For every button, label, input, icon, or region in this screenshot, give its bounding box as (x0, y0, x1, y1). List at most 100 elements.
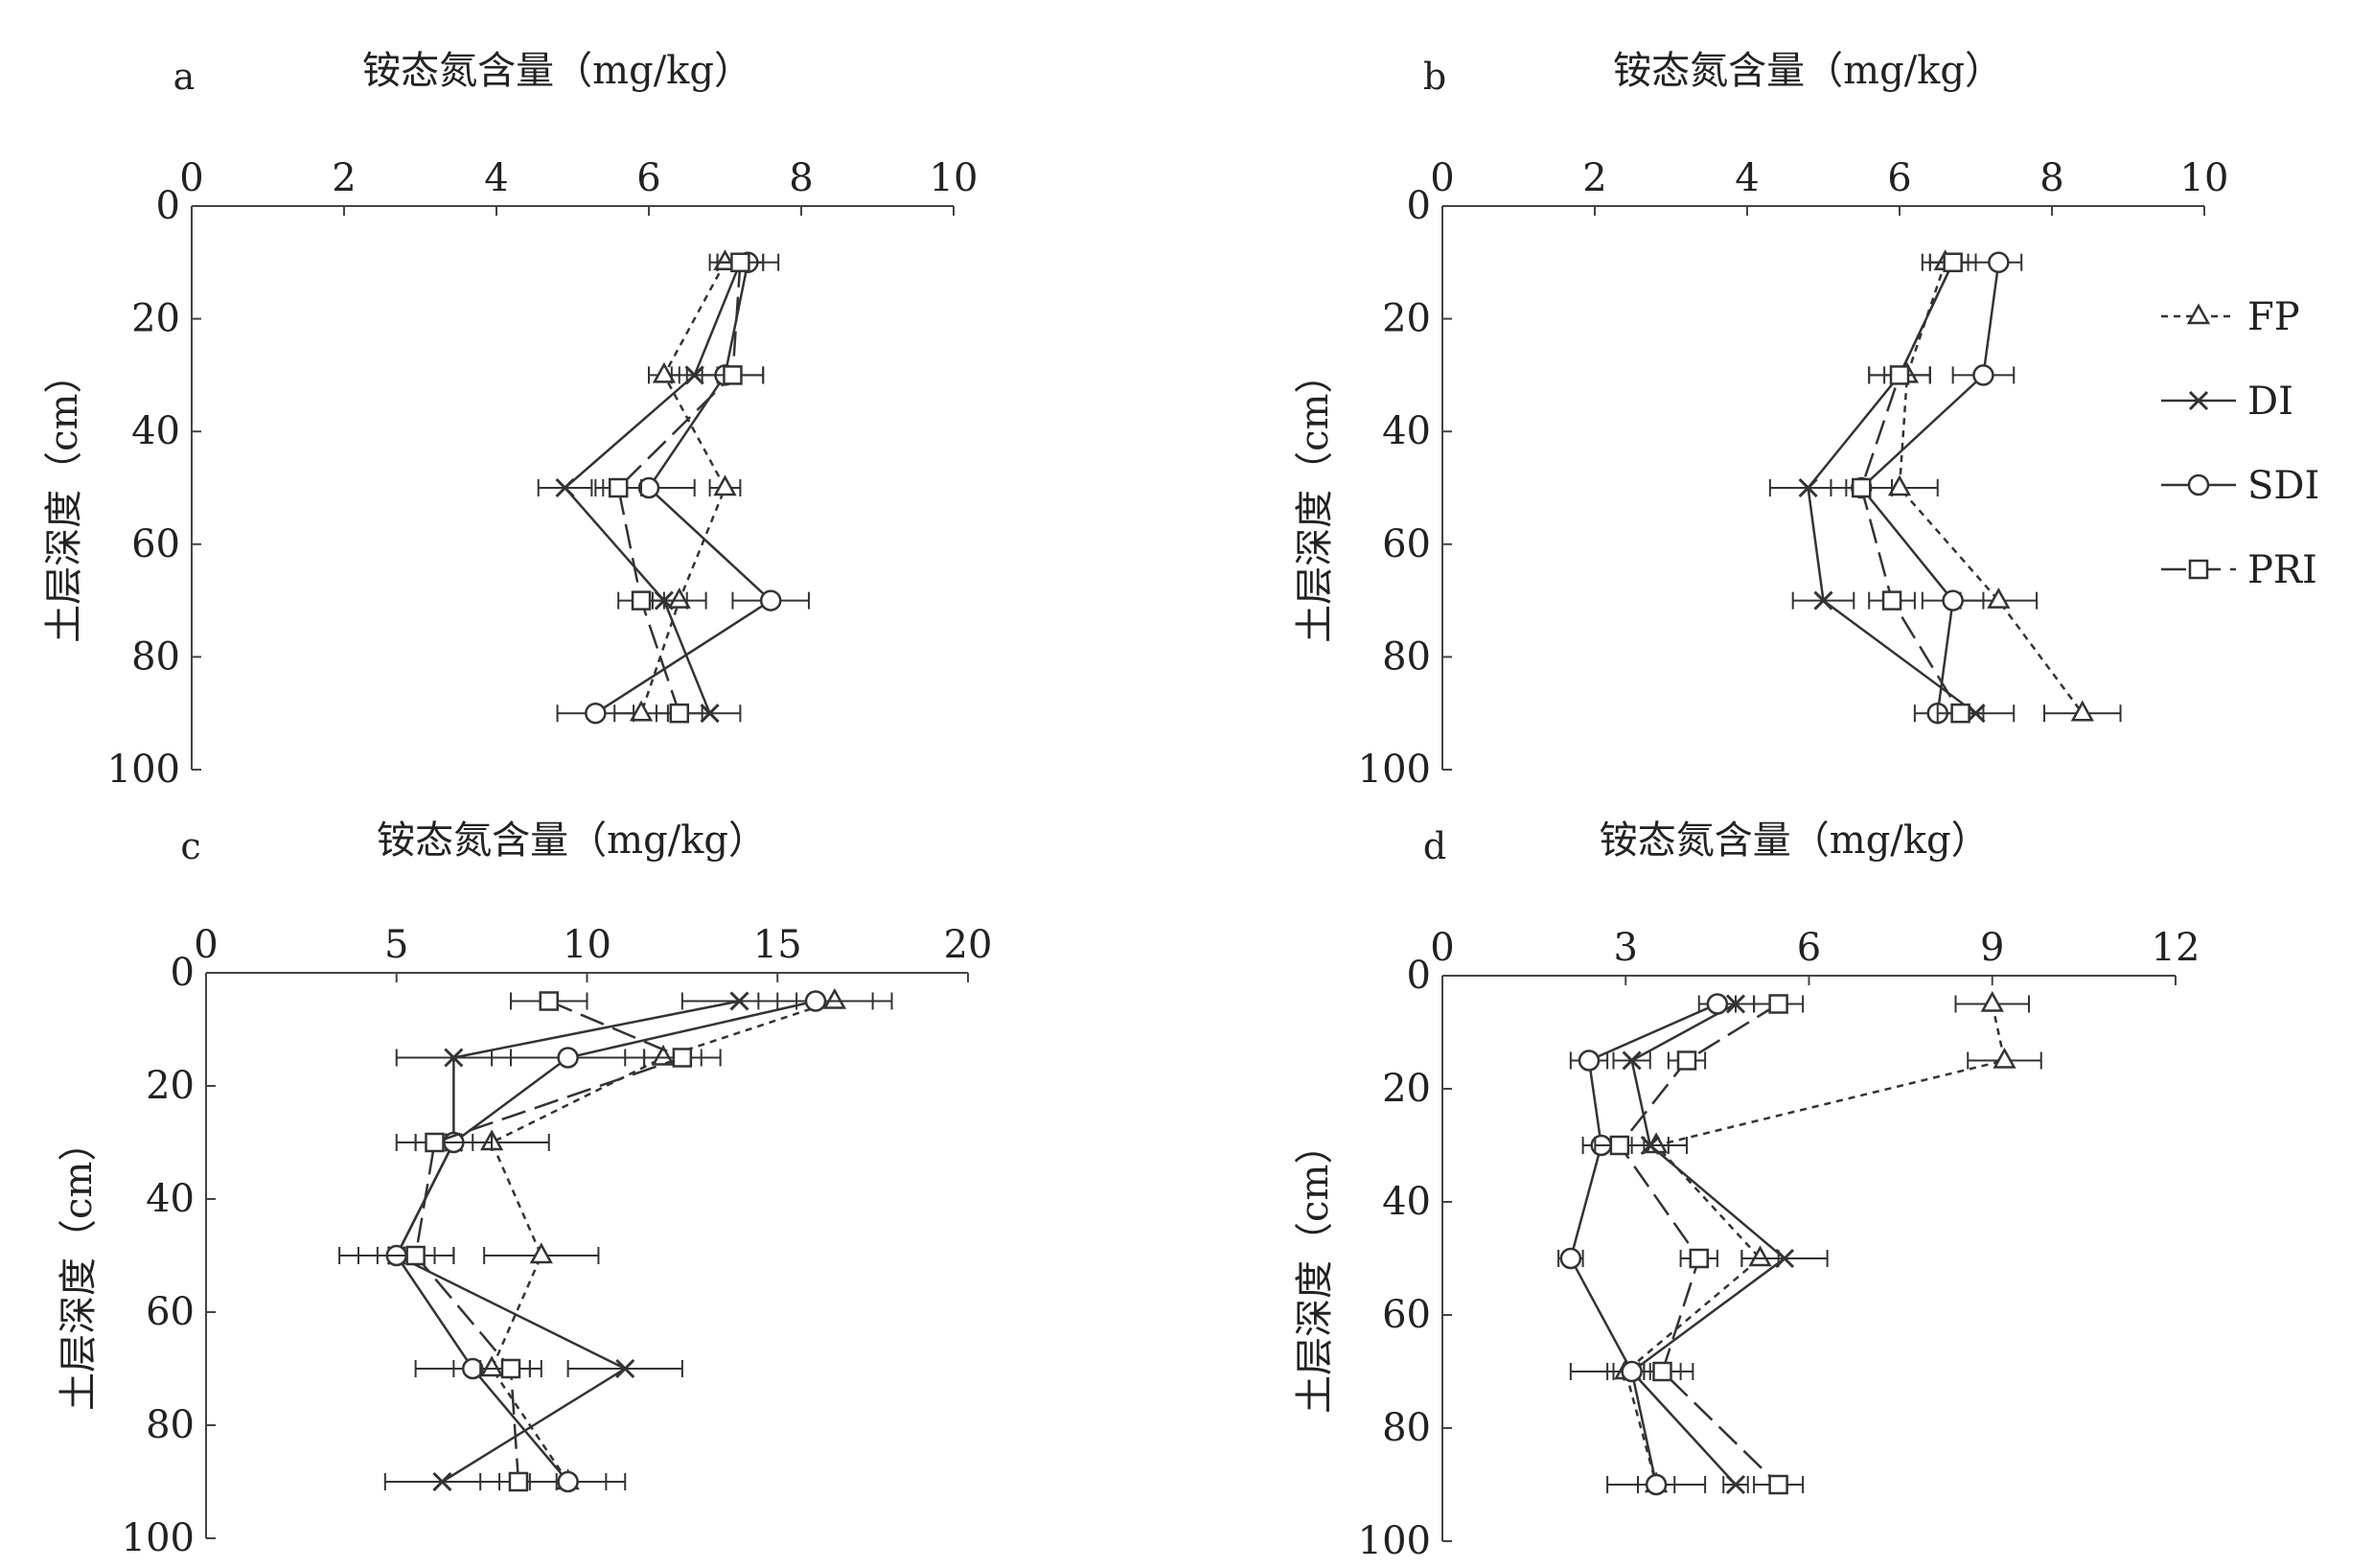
legend-label: PRI (2247, 548, 2317, 592)
square-marker (1950, 703, 1970, 724)
legend-label: FP (2247, 295, 2300, 339)
series-PRI (1830, 252, 1985, 724)
square-marker (723, 365, 743, 385)
y-tick-label: 60 (1382, 1293, 1431, 1337)
x-marker (432, 1471, 452, 1492)
series-PRI (1594, 994, 1805, 1495)
y-axis-title: 土层深度（cm） (1293, 1126, 1337, 1414)
circle-marker (1972, 364, 1994, 386)
y-tick-label: 80 (146, 1403, 195, 1447)
circle-marker (557, 1047, 579, 1069)
series-DI (1612, 994, 1829, 1495)
y-tick-label: 0 (156, 184, 180, 228)
x-tick-label: 12 (2152, 926, 2200, 970)
triangle-marker (713, 249, 737, 271)
x-tick-label: 5 (384, 923, 408, 967)
x-tick-label: 4 (484, 156, 508, 200)
x-tick-label: 0 (1430, 156, 1454, 200)
y-tick-label: 20 (1382, 1067, 1431, 1111)
y-tick-label: 60 (131, 522, 180, 566)
square-marker (425, 1132, 445, 1153)
circle-marker (2187, 473, 2210, 496)
x-tick-label: 6 (1887, 156, 1911, 200)
triangle-marker (2070, 700, 2094, 722)
triangle-marker (1993, 1047, 2016, 1069)
circle-marker (804, 990, 827, 1012)
legend-item-PRI: PRI (2161, 548, 2317, 592)
series-line (616, 262, 742, 714)
square-marker (1881, 590, 1902, 611)
y-tick-label: 20 (146, 1064, 195, 1108)
x-tick-label: 2 (1582, 156, 1606, 200)
panel-d: d 铵态氮含量（mg/kg） 土层深度（cm） 0 3 6 9 12 0 20 40 60 80 100 (1293, 819, 2200, 1563)
y-tick-label: 0 (171, 951, 195, 995)
triangle-marker (651, 1044, 676, 1066)
series-line (1898, 262, 2084, 714)
x-tick-label: 0 (194, 923, 218, 967)
y-tick-label: 60 (1382, 522, 1431, 566)
triangle-marker (1748, 1245, 1772, 1267)
square-marker (631, 590, 652, 611)
x-marker (1774, 1248, 1795, 1269)
y-tick-label: 20 (1382, 297, 1431, 341)
y-axis-title: 土层深度（cm） (1293, 356, 1337, 643)
x-marker (444, 1048, 464, 1068)
square-marker (730, 252, 750, 273)
x-tick-label: 8 (789, 156, 813, 200)
series-PRI (376, 991, 722, 1492)
x-marker (1622, 1050, 1642, 1071)
x-tick-label: 0 (1430, 926, 1454, 970)
x-tick-label: 3 (1614, 926, 1638, 970)
circle-marker (1578, 1049, 1601, 1072)
y-axis-title: 土层深度（cm） (57, 1123, 101, 1411)
y-tick-label: 80 (1382, 1406, 1431, 1450)
x-axis-title: 铵态氮含量（mg/kg） (1613, 49, 2003, 93)
circle-marker (1942, 589, 1964, 611)
x-tick-label: 0 (179, 156, 203, 200)
legend-label: DI (2247, 380, 2293, 424)
square-marker (1652, 1361, 1672, 1382)
series-DI (357, 991, 798, 1492)
y-tick-label: 0 (1407, 184, 1431, 228)
x-marker (555, 477, 575, 498)
y-tick-label: 100 (1358, 1519, 1431, 1563)
y-tick-label: 40 (1382, 409, 1431, 453)
series-line (1629, 1003, 1787, 1486)
y-tick-label: 20 (131, 297, 180, 341)
x-tick-label: 10 (563, 923, 611, 967)
y-tick-label: 100 (107, 748, 180, 792)
legend-label: SDI (2247, 464, 2319, 508)
x-axis-title: 铵态氮含量（mg/kg） (377, 819, 767, 863)
square-marker (539, 991, 559, 1011)
series-PRI (594, 252, 765, 724)
y-tick-label: 100 (122, 1516, 195, 1560)
circle-marker (1621, 1360, 1643, 1383)
triangle-marker (480, 1355, 504, 1377)
x-tick-label: 2 (332, 156, 356, 200)
square-marker (1609, 1135, 1630, 1156)
square-marker (1768, 1474, 1788, 1495)
square-marker (1689, 1248, 1709, 1269)
x-marker (2188, 390, 2209, 411)
x-tick-label: 10 (930, 156, 979, 200)
y-tick-label: 40 (1382, 1180, 1431, 1224)
square-marker (1768, 994, 1788, 1014)
triangle-marker (529, 1242, 553, 1264)
triangle-marker (1980, 990, 2004, 1012)
y-tick-label: 100 (1358, 748, 1431, 792)
legend-item-DI: DI (2161, 380, 2293, 424)
series-line (1569, 1003, 1718, 1486)
legend-item-FP: FP (2161, 295, 2300, 339)
square-marker (2188, 559, 2209, 580)
x-marker (1813, 590, 1833, 611)
square-marker (508, 1471, 529, 1492)
x-marker (1725, 1474, 1746, 1495)
panel-label: b (1423, 56, 1446, 98)
x-marker (729, 991, 749, 1011)
circle-marker (1645, 1473, 1668, 1496)
y-tick-label: 40 (146, 1177, 195, 1221)
series-FP (433, 987, 893, 1490)
